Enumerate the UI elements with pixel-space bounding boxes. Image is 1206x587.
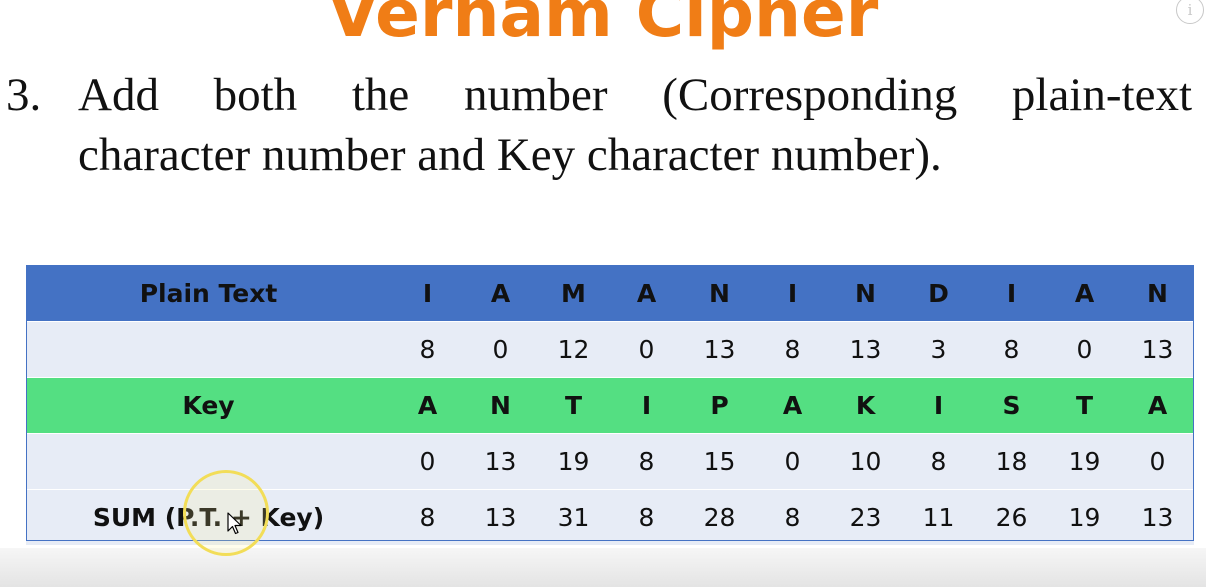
table-cell: K [829, 377, 902, 434]
table-cell: 28 [683, 489, 756, 546]
step-word: the [351, 69, 410, 121]
table-cell: I [975, 265, 1048, 322]
table-cell: 8 [756, 321, 829, 378]
table-cell: 23 [829, 489, 902, 546]
table-cell: 13 [464, 433, 537, 490]
row-label [26, 321, 391, 378]
table-cell: 3 [902, 321, 975, 378]
table-cell: 19 [537, 433, 610, 490]
table-cell: 12 [537, 321, 610, 378]
table-cell: A [756, 377, 829, 434]
table-cell: A [464, 265, 537, 322]
table-cell: T [537, 377, 610, 434]
step-word: both [213, 69, 298, 121]
table-cell: 19 [1048, 489, 1121, 546]
table-cell: S [975, 377, 1048, 434]
table-cell: 0 [610, 321, 683, 378]
info-icon[interactable]: i [1176, 0, 1204, 24]
table-cell: A [1121, 377, 1194, 434]
table-cell: 8 [756, 489, 829, 546]
table-cell: N [1121, 265, 1194, 322]
table-cell: 8 [610, 433, 683, 490]
table-cell: M [537, 265, 610, 322]
table-cell: 19 [1048, 433, 1121, 490]
table-cell: P [683, 377, 756, 434]
table-cell: N [464, 377, 537, 434]
cursor-highlight [183, 470, 269, 556]
table-cell: 15 [683, 433, 756, 490]
table-cell: T [1048, 377, 1121, 434]
table-cell: 8 [975, 321, 1048, 378]
table-cell: N [829, 265, 902, 322]
table-cell: 0 [756, 433, 829, 490]
table-cell: 26 [975, 489, 1048, 546]
step-word: (Corresponding [662, 69, 958, 121]
table-cell: A [610, 265, 683, 322]
step-line-2: character number and Key character numbe… [78, 129, 942, 181]
table-cell: 8 [902, 433, 975, 490]
table-cell: 0 [391, 433, 464, 490]
vernam-table: Plain Text I A M A N I N D I A N 8 0 12 0 13 8 13 3 8 0 13 Key A… [26, 265, 1194, 546]
table-row: Plain Text I A M A N I N D I A N [26, 265, 1194, 322]
step-word: number [463, 69, 608, 121]
table-cell: 0 [464, 321, 537, 378]
table-cell: 0 [1048, 321, 1121, 378]
table-cell: 10 [829, 433, 902, 490]
table-row: SUM (P.T. + Key) 8 13 31 8 28 8 23 11 26 19 13 [26, 489, 1194, 546]
mouse-pointer-icon [227, 512, 242, 535]
row-label: Key [26, 377, 391, 434]
step-line-1: Add both the number (Corresponding plain… [78, 64, 1192, 126]
table-cell: 31 [537, 489, 610, 546]
table-cell: I [756, 265, 829, 322]
table-cell: 13 [464, 489, 537, 546]
table-cell: 11 [902, 489, 975, 546]
slide-title: Vernam Cipher [327, 0, 879, 52]
table-cell: 13 [683, 321, 756, 378]
step-number: 3. [6, 69, 42, 121]
table-cell: A [391, 377, 464, 434]
table-cell: 8 [610, 489, 683, 546]
row-label: Plain Text [26, 265, 391, 322]
step-word: plain-text [1011, 69, 1192, 121]
table-cell: 13 [829, 321, 902, 378]
table-cell: I [610, 377, 683, 434]
bottom-bar [0, 548, 1206, 587]
table-cell: 0 [1121, 433, 1194, 490]
table-cell: I [391, 265, 464, 322]
table-cell: A [1048, 265, 1121, 322]
table-cell: 18 [975, 433, 1048, 490]
table-cell: 8 [391, 489, 464, 546]
table-cell: 13 [1121, 321, 1194, 378]
table-cell: 13 [1121, 489, 1194, 546]
table-row: 8 0 12 0 13 8 13 3 8 0 13 [26, 321, 1194, 378]
table-cell: 8 [391, 321, 464, 378]
table-cell: I [902, 377, 975, 434]
table-row: Key A N T I P A K I S T A [26, 377, 1194, 434]
table-cell: D [902, 265, 975, 322]
step-word: Add [78, 69, 159, 121]
table-cell: N [683, 265, 756, 322]
table-row: 0 13 19 8 15 0 10 8 18 19 0 [26, 433, 1194, 490]
